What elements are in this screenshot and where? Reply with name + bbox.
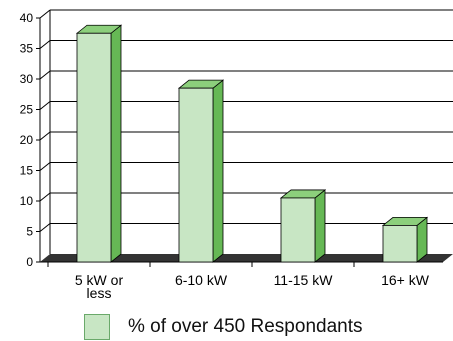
y-tick-label: 5 [26,225,33,239]
bar [75,24,123,263]
gridline-depth [39,70,51,80]
bar [177,79,225,263]
bar-front [382,224,418,263]
bars [75,24,429,263]
gridline-depth [39,131,51,141]
bar-side [110,24,122,263]
gridline-depth [39,162,51,171]
chart-floor [40,254,453,262]
floor [40,254,453,262]
gridline-depth [39,101,51,110]
y-tick-label: 35 [20,42,34,56]
x-category-labels: 5 kW or less 6-10 kW 11-15 kW 16+ kW [75,272,430,301]
legend-swatch [84,314,110,340]
y-tick-labels: 0 5 10 15 20 25 30 35 40 [20,11,34,269]
bar-side [212,79,224,263]
bar-front [280,197,316,263]
bar [381,216,429,263]
bar-front [178,87,214,263]
y-tick-label: 40 [20,11,34,25]
y-tick-label: 0 [26,255,33,269]
y-tick-label: 25 [20,103,34,117]
gridline-depth [39,223,51,232]
y-tick-label: 10 [20,194,34,208]
chart: 0 5 10 15 20 25 30 35 40 5 kW or less 6-10 kW 11-15… [20,9,453,301]
y-tick-label: 15 [20,164,34,178]
legend-label: % of over 450 Respondants [128,316,363,337]
bar [279,189,327,263]
x-category-label: 11-15 kW [274,272,334,288]
legend: % of over 450 Respondants [84,314,363,340]
y-tick-label: 20 [20,133,34,147]
x-category-label: 16+ kW [381,272,430,288]
bar-side [314,189,326,263]
y-tick-label: 30 [20,72,34,86]
gridline-depth [39,192,51,202]
x-category-label: 6-10 kW [175,272,228,288]
bar-front [76,32,112,263]
gridline-depth [39,9,51,19]
gridline-depth [39,40,51,49]
x-category-label: 5 kW or less [75,272,124,301]
